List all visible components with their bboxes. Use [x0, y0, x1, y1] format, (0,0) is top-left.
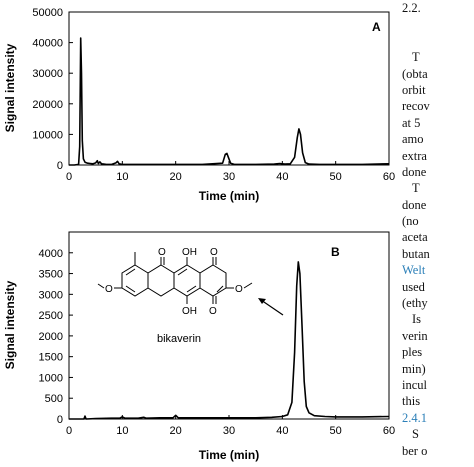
panel-b-x-ticks: 0 10 20 30 40 50 60	[66, 415, 395, 437]
side-text-line: used	[402, 279, 425, 294]
panel-a-y-tick-label: 50000	[32, 7, 63, 19]
side-text-line: Is	[412, 312, 422, 327]
panel-a-plot-frame	[68, 11, 390, 166]
panel-a-x-axis-label: Time (min)	[199, 189, 259, 203]
panel-b-y-tick-label: 2000	[39, 331, 63, 343]
panel-a-y-tick-label: 30000	[32, 68, 63, 80]
structure-double-bond	[186, 285, 197, 293]
side-text-line: extra	[402, 148, 427, 163]
structure-double-bond	[125, 285, 136, 293]
panel-b-plot-frame	[68, 231, 390, 420]
structure-methoxy-bond	[97, 283, 105, 289]
panel-a-y-tick-label: 10000	[32, 129, 63, 141]
side-text-line: butan	[402, 246, 430, 261]
panel-a-y-tick-label: 20000	[32, 99, 63, 111]
panel-a-y-tick-label: 40000	[32, 38, 63, 50]
annotation-arrowhead	[258, 298, 266, 304]
structure-double-bond	[177, 268, 188, 276]
structure-atom-label: O	[209, 306, 217, 317]
panel-b-y-tick-label: 1500	[39, 352, 63, 364]
panel-a-y-ticks: 0 10000 20000 30000 40000 50000	[32, 7, 73, 172]
panel-b-series-line	[69, 261, 390, 420]
structure-compound-label: bikaverin	[157, 333, 201, 345]
panel-b-y-axis-label: Signal intensity	[3, 280, 17, 369]
structure-double-bond	[216, 285, 224, 293]
side-text-line: (obta	[402, 66, 428, 81]
side-text-line: at 5	[402, 115, 421, 130]
side-text-line: this	[402, 394, 421, 409]
panel-b-x-tick-label: 40	[276, 425, 288, 437]
panel-b-x-tick-label: 60	[383, 425, 395, 437]
side-text-line: aceta	[402, 230, 428, 245]
panel-b-x-tick-label: 50	[330, 425, 342, 437]
panel-b-y-tick-label: 1000	[39, 372, 63, 384]
panel-b-label: B	[331, 245, 340, 259]
annotation-arrow	[260, 299, 284, 316]
panel-b-y-tick-label: 0	[57, 414, 63, 426]
side-text-line: done	[402, 197, 427, 212]
structure-atom-label: O	[210, 247, 218, 258]
structure-atom-label: OH	[182, 247, 197, 258]
structure-atom-labels: OH O O OH O O O	[105, 247, 243, 317]
panel-a-y-tick-label: 0	[57, 160, 63, 172]
panel-b-x-tick-label: 30	[223, 425, 235, 437]
side-text-line: incul	[402, 377, 427, 392]
panel-b-y-tick-label: 2500	[39, 310, 63, 322]
bikaverin-structure	[97, 252, 253, 304]
side-text-line: recov	[402, 99, 430, 114]
structure-ring-left	[121, 264, 149, 297]
side-text-line	[402, 16, 474, 32]
structure-atom-label: O	[235, 284, 243, 295]
side-text-line: done	[402, 164, 427, 179]
side-text-line: amo	[402, 132, 424, 147]
panel-a-y-axis-label: Signal intensity	[3, 43, 17, 132]
panel-b-y-tick-label: 3000	[39, 289, 63, 301]
panel-b-x-tick-label: 20	[170, 425, 182, 437]
side-text-line: verin	[402, 328, 428, 343]
structure-atom-label: OH	[182, 306, 197, 317]
structure-ring-right	[173, 264, 201, 297]
structure-double-bond	[125, 268, 136, 276]
panel-b-y-tick-label: 500	[45, 393, 63, 405]
structure-ring-quinone	[199, 264, 227, 297]
panel-b-y-tick-label: 3500	[39, 269, 63, 281]
side-text-line	[402, 33, 474, 49]
panel-b: B 0 500 1000 1500 2000 2500 3000 3500 4000 0 10 20…	[3, 231, 395, 462]
structure-atom-label: O	[158, 247, 166, 258]
side-text-heading: 2.2.	[402, 1, 421, 15]
panel-a-series-line	[69, 37, 390, 166]
structure-atom-label: O	[105, 284, 113, 295]
side-text-link[interactable]: 2.4.1	[402, 410, 427, 425]
side-text-line: min)	[402, 361, 426, 376]
panel-a-x-tick-label: 40	[276, 171, 288, 183]
article-side-text: 2.2. T (obta orbit recov at 5 amo extra …	[402, 0, 474, 459]
panel-b-y-tick-label: 4000	[39, 248, 63, 260]
panel-b-y-ticks: 0 500 1000 1500 2000 2500 3000 3500 4000	[39, 248, 73, 426]
panel-a-x-tick-label: 30	[223, 171, 235, 183]
side-text-line: T	[412, 181, 420, 196]
side-text-line: S	[412, 427, 419, 442]
side-text-line: ples	[402, 345, 423, 360]
panel-a-x-tick-label: 20	[170, 171, 182, 183]
panel-b-x-axis-label: Time (min)	[199, 448, 259, 462]
side-text-line: (no	[402, 214, 419, 229]
panel-a-x-tick-label: 10	[116, 171, 128, 183]
panel-b-x-tick-label: 10	[116, 425, 128, 437]
panel-a-x-tick-label: 50	[330, 171, 342, 183]
panel-a-x-ticks: 0 10 20 30 40 50 60	[66, 161, 395, 183]
panel-a-x-tick-label: 0	[66, 171, 72, 183]
structure-methoxy-bond	[243, 282, 253, 289]
side-text-link[interactable]: Welt	[402, 263, 426, 278]
panel-a: A 0 10000 20000 30000 40000 50000 0 10 20 30 40 50…	[3, 7, 395, 203]
side-text-line: (ethy	[402, 296, 428, 311]
side-text-line: orbit	[402, 82, 426, 97]
side-text-line: ber o	[402, 443, 428, 458]
structure-ring-center	[147, 264, 175, 297]
side-text-line: T	[412, 50, 420, 65]
panel-a-x-tick-label: 60	[383, 171, 395, 183]
panel-b-x-tick-label: 0	[66, 425, 72, 437]
panel-a-label: A	[372, 20, 381, 34]
